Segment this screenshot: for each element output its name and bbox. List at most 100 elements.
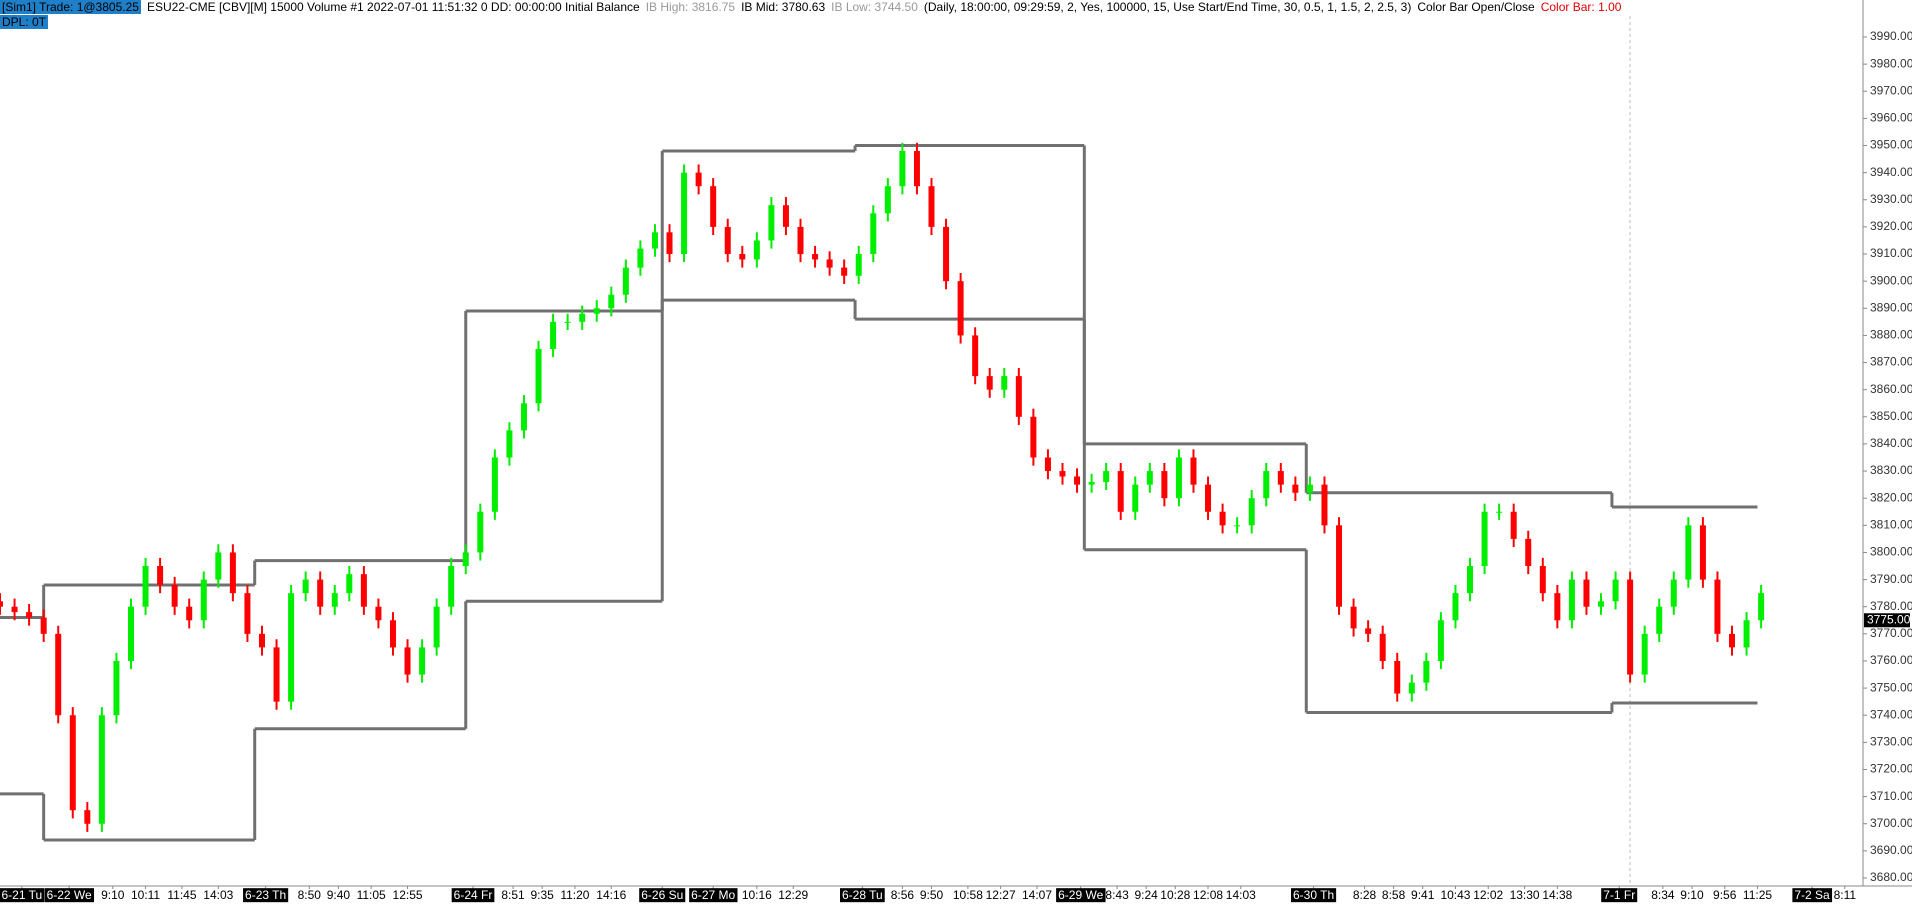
bar-body — [1627, 579, 1634, 675]
bar-body — [651, 232, 658, 249]
bar-body — [1729, 633, 1736, 648]
x-tick-group: 8:11 — [1834, 888, 1857, 902]
bar-body — [142, 566, 149, 607]
x-tick-group: 6-29 We — [1056, 888, 1106, 903]
x-tick-label: 6-26 Su — [641, 888, 683, 902]
last-price-bg — [1864, 613, 1910, 628]
x-tick-group: 10:16 — [742, 888, 772, 902]
x-tick-group: 8:28 — [1353, 888, 1377, 902]
bar-body — [1146, 471, 1153, 485]
bar-body — [1365, 628, 1372, 634]
bar-body — [579, 313, 586, 322]
bar-body — [26, 612, 33, 618]
bar-body — [404, 647, 411, 675]
bar-body — [1670, 579, 1677, 607]
x-tick-group: 6-24 Fr — [451, 888, 495, 903]
bar-body — [1641, 633, 1648, 675]
x-tick-label-bg — [1056, 888, 1106, 903]
x-tick-label: 9:35 — [530, 888, 554, 902]
x-tick-label: 8:58 — [1382, 888, 1406, 902]
color-bar-value: Color Bar: 1.00 — [1540, 0, 1622, 14]
x-tick-group: 12:29 — [778, 888, 808, 902]
bar-body — [608, 294, 615, 309]
bar-body — [1699, 525, 1706, 580]
bar-body — [1234, 525, 1241, 527]
x-tick-label-bg — [243, 888, 289, 903]
bar-body — [1408, 682, 1415, 694]
y-tick-label: 3680.00 — [1870, 870, 1912, 884]
y-tick-label: 3960.00 — [1870, 111, 1912, 125]
bar-body — [1496, 511, 1503, 513]
x-tick-label: 12:08 — [1193, 888, 1223, 902]
x-tick-label: 10:43 — [1440, 888, 1470, 902]
x-tick-label: 6-29 We — [1058, 888, 1103, 902]
bar-body — [1554, 593, 1561, 621]
bar-body — [1059, 471, 1066, 477]
x-tick-group: 9:24 — [1135, 888, 1159, 902]
y-tick-label: 3850.00 — [1870, 409, 1912, 423]
bar-body — [1277, 471, 1284, 485]
x-tick-group: 7-2 Sa — [1792, 888, 1833, 903]
bar-body — [550, 321, 557, 349]
x-tick-label: 14:07 — [1022, 888, 1052, 902]
bar-body — [681, 172, 688, 255]
y-tick-label: 3740.00 — [1870, 707, 1912, 721]
x-tick-group: 11:25 — [1743, 888, 1772, 902]
bar-body — [229, 552, 236, 594]
x-tick-group: 9:50 — [920, 888, 944, 902]
x-tick-group: 6-21 Tu — [0, 888, 45, 903]
bar-body — [506, 430, 513, 458]
y-tick-label: 3690.00 — [1870, 843, 1912, 857]
y-tick-label: 3880.00 — [1870, 328, 1912, 342]
x-tick-label: 9:10 — [1680, 888, 1704, 902]
bar-body — [957, 281, 964, 336]
x-tick-label: 8:43 — [1105, 888, 1129, 902]
x-tick-group: 9:40 — [327, 888, 351, 902]
x-tick-label: 12:27 — [986, 888, 1016, 902]
x-tick-label: 6-30 Th — [1293, 888, 1334, 902]
x-tick-group: 8:50 — [298, 888, 322, 902]
x-tick-group: 7-1 Fr — [1601, 888, 1638, 903]
trade-info: [Sim1] Trade: 1@3805.25 — [0, 0, 141, 14]
bar-body — [1103, 471, 1110, 482]
y-tick-label: 3910.00 — [1870, 246, 1912, 260]
y-tick-label: 3760.00 — [1870, 653, 1912, 667]
x-tick-label: 14:03 — [1226, 888, 1256, 902]
y-tick-label: 3700.00 — [1870, 816, 1912, 830]
bar-body — [622, 267, 629, 295]
bar-body — [1467, 566, 1474, 594]
bar-body — [812, 254, 819, 260]
bar-body — [724, 226, 731, 255]
y-tick-label: 3860.00 — [1870, 382, 1912, 396]
x-tick-label: 8:51 — [501, 888, 525, 902]
x-tick-label: 6-24 Fr — [454, 888, 493, 902]
bar-body — [1088, 481, 1095, 485]
bar-body — [40, 617, 47, 634]
ib-high: IB High: 3816.75 — [645, 0, 736, 14]
bar-body — [797, 226, 804, 255]
chart-header: [Sim1] Trade: 1@3805.25 ESU22-CME [CBV][M… — [0, 0, 1627, 30]
y-tick-label: 3950.00 — [1870, 138, 1912, 152]
bar-body — [593, 308, 600, 314]
x-tick-label-bg — [0, 888, 45, 903]
bar-body — [928, 186, 935, 227]
bar-body — [637, 248, 644, 268]
bar-body — [491, 457, 498, 512]
bar-body — [346, 574, 353, 594]
bar-body — [1219, 511, 1226, 526]
ib-mid: IB Mid: 3780.63 — [741, 0, 826, 14]
y-tick-label: 3710.00 — [1870, 789, 1912, 803]
x-tick-group: 9:35 — [530, 888, 554, 902]
bar-body — [1510, 511, 1517, 539]
bar-body — [1685, 525, 1692, 580]
x-tick-label-bg — [451, 888, 495, 903]
bar-body — [753, 240, 760, 260]
bar-body — [1292, 484, 1299, 493]
x-tick-label: 7-1 Fr — [1603, 888, 1635, 902]
y-tick-label: 3980.00 — [1870, 56, 1912, 70]
x-tick-label: 14:38 — [1542, 888, 1572, 902]
y-tick-label: 3830.00 — [1870, 463, 1912, 477]
x-tick-group: 9:10 — [1680, 888, 1704, 902]
x-tick-label: 12:29 — [778, 888, 808, 902]
y-tick-label: 3770.00 — [1870, 626, 1912, 640]
